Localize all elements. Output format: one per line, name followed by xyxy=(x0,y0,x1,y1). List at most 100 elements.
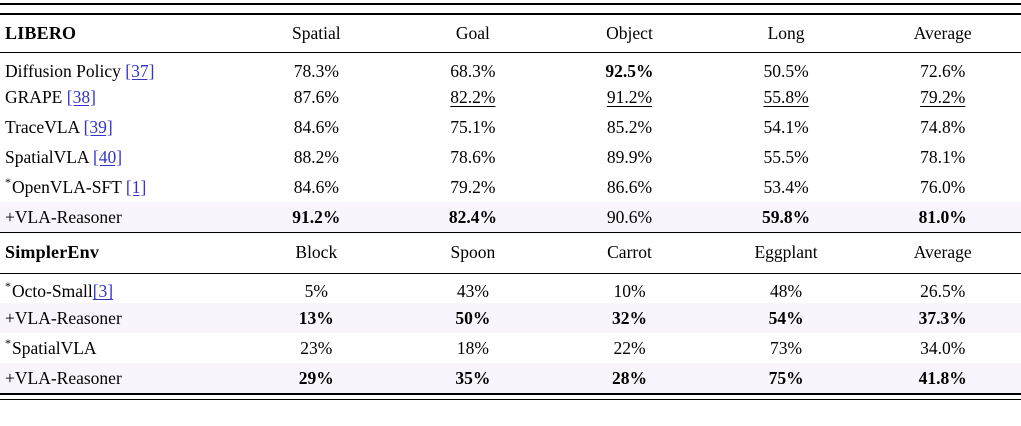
value-text: 10% xyxy=(613,281,646,302)
method-cell: *OpenVLA-SFT [1] xyxy=(0,172,238,202)
table-row: *SpatialVLA 23% 18% 22% 73% 34.0% xyxy=(0,333,1021,363)
method-name: Octo-Small xyxy=(12,281,93,302)
value-cell: 55.8% xyxy=(708,82,865,112)
value-text: 89.9% xyxy=(606,146,653,167)
value-text: 87.6% xyxy=(293,86,339,107)
value-cell: 90.6% xyxy=(551,202,708,232)
citation-link[interactable]: [39] xyxy=(83,116,113,137)
value-text: 92.5% xyxy=(605,60,654,81)
column-header-spoon: Spoon xyxy=(394,233,552,274)
citation-link[interactable]: [3] xyxy=(92,281,114,302)
value-cell: 32% xyxy=(551,303,708,333)
method-name: SpatialVLA xyxy=(5,146,89,167)
citation-link[interactable]: [37] xyxy=(125,60,155,81)
value-text: 76.0% xyxy=(920,176,966,197)
value-text: 55.8% xyxy=(763,86,809,107)
value-text: 79.2% xyxy=(920,86,966,107)
table-row: SpatialVLA [40] 88.2% 78.6% 89.9% 55.5% 78.1% xyxy=(0,142,1021,172)
table-row: *OpenVLA-SFT [1] 84.6% 79.2% 86.6% 53.4% 76.0… xyxy=(0,172,1021,202)
value-cell: 10% xyxy=(551,273,708,303)
value-cell: 89.9% xyxy=(551,142,708,172)
value-text: 91.2% xyxy=(606,86,653,107)
value-cell: 59.8% xyxy=(707,202,865,232)
citation-link[interactable]: [40] xyxy=(92,146,123,167)
simplerenv-table: SimplerEnv Block Spoon Carrot Eggplant Avera… xyxy=(0,233,1021,393)
method-cell: TraceVLA [39] xyxy=(0,112,238,142)
value-text: 29% xyxy=(298,367,334,388)
value-text: 59.8% xyxy=(762,206,811,227)
method-name: SpatialVLA xyxy=(12,337,97,358)
value-cell: 91.2% xyxy=(238,202,395,232)
section-divider-rule xyxy=(0,232,1021,233)
value-cell: 13% xyxy=(238,303,395,333)
value-cell: 84.6% xyxy=(238,172,395,202)
value-cell: 41.8% xyxy=(864,363,1021,393)
star-marker: * xyxy=(5,335,11,350)
method-name: +VLA-Reasoner xyxy=(5,307,122,328)
value-text: 84.6% xyxy=(293,176,339,197)
value-cell: 26.5% xyxy=(864,273,1021,303)
method-cell: +VLA-Reasoner xyxy=(0,363,238,393)
simplerenv-section-title: SimplerEnv xyxy=(0,233,238,274)
libero-header-row: LIBERO Spatial Goal Object Long Average xyxy=(0,15,1021,53)
column-header-goal: Goal xyxy=(394,15,552,53)
value-text: 86.6% xyxy=(606,176,653,197)
value-text: 75.1% xyxy=(450,116,496,137)
citation-link[interactable]: [38] xyxy=(66,86,96,107)
top-rule-inner xyxy=(0,13,1021,15)
value-cell: 53.4% xyxy=(708,172,865,202)
value-text: 37.3% xyxy=(918,307,967,328)
value-cell: 76.0% xyxy=(864,172,1021,202)
value-cell: 82.2% xyxy=(395,82,552,112)
value-cell: 73% xyxy=(708,333,865,363)
value-text: 43% xyxy=(456,281,489,302)
value-text: 41.8% xyxy=(918,367,967,388)
bottom-rule-inner xyxy=(0,399,1021,400)
value-cell: 92.5% xyxy=(551,52,708,82)
value-text: 50.5% xyxy=(763,60,809,81)
table-row: GRAPE [38] 87.6% 82.2% 91.2% 55.8% 79.2% xyxy=(0,82,1021,112)
method-cell: SpatialVLA [40] xyxy=(0,142,238,172)
value-cell: 50% xyxy=(394,303,552,333)
value-cell: 22% xyxy=(551,333,708,363)
value-cell: 54% xyxy=(707,303,865,333)
value-text: 85.2% xyxy=(606,116,653,137)
value-text: 32% xyxy=(611,307,647,328)
value-text: 82.4% xyxy=(448,206,497,227)
table-row: TraceVLA [39] 84.6% 75.1% 85.2% 54.1% 74.8% xyxy=(0,112,1021,142)
value-text: 88.2% xyxy=(293,146,339,167)
value-cell: 78.1% xyxy=(864,142,1021,172)
citation-link[interactable]: [1] xyxy=(125,176,147,197)
method-name: OpenVLA-SFT xyxy=(12,176,122,197)
method-name: +VLA-Reasoner xyxy=(5,367,122,388)
method-name: +VLA-Reasoner xyxy=(5,206,122,227)
value-cell: 34.0% xyxy=(864,333,1021,363)
value-text: 82.2% xyxy=(450,86,496,107)
value-text: 68.3% xyxy=(450,60,496,81)
value-text: 90.6% xyxy=(606,206,653,227)
value-text: 26.5% xyxy=(920,281,966,302)
value-cell: 91.2% xyxy=(551,82,708,112)
star-marker: * xyxy=(5,279,11,294)
value-text: 54% xyxy=(768,307,804,328)
value-cell: 29% xyxy=(238,363,395,393)
value-text: 74.8% xyxy=(920,116,966,137)
table-row: +VLA-Reasoner 13% 50% 32% 54% 37.3% xyxy=(0,303,1021,333)
star-marker: * xyxy=(5,174,11,189)
value-cell: 5% xyxy=(238,273,395,303)
value-text: 79.2% xyxy=(450,176,496,197)
table-row: +VLA-Reasoner 29% 35% 28% 75% 41.8% xyxy=(0,363,1021,393)
value-text: 81.0% xyxy=(918,206,967,227)
value-text: 78.3% xyxy=(293,60,339,81)
value-cell: 43% xyxy=(395,273,552,303)
method-name: GRAPE xyxy=(5,86,63,107)
value-cell: 78.3% xyxy=(238,52,395,82)
value-text: 75% xyxy=(768,367,804,388)
value-cell: 75.1% xyxy=(395,112,552,142)
value-cell: 18% xyxy=(395,333,552,363)
column-header-eggplant: Eggplant xyxy=(707,233,865,274)
value-text: 48% xyxy=(770,281,803,302)
libero-table: LIBERO Spatial Goal Object Long Average Diff… xyxy=(0,15,1021,232)
value-cell: 54.1% xyxy=(708,112,865,142)
